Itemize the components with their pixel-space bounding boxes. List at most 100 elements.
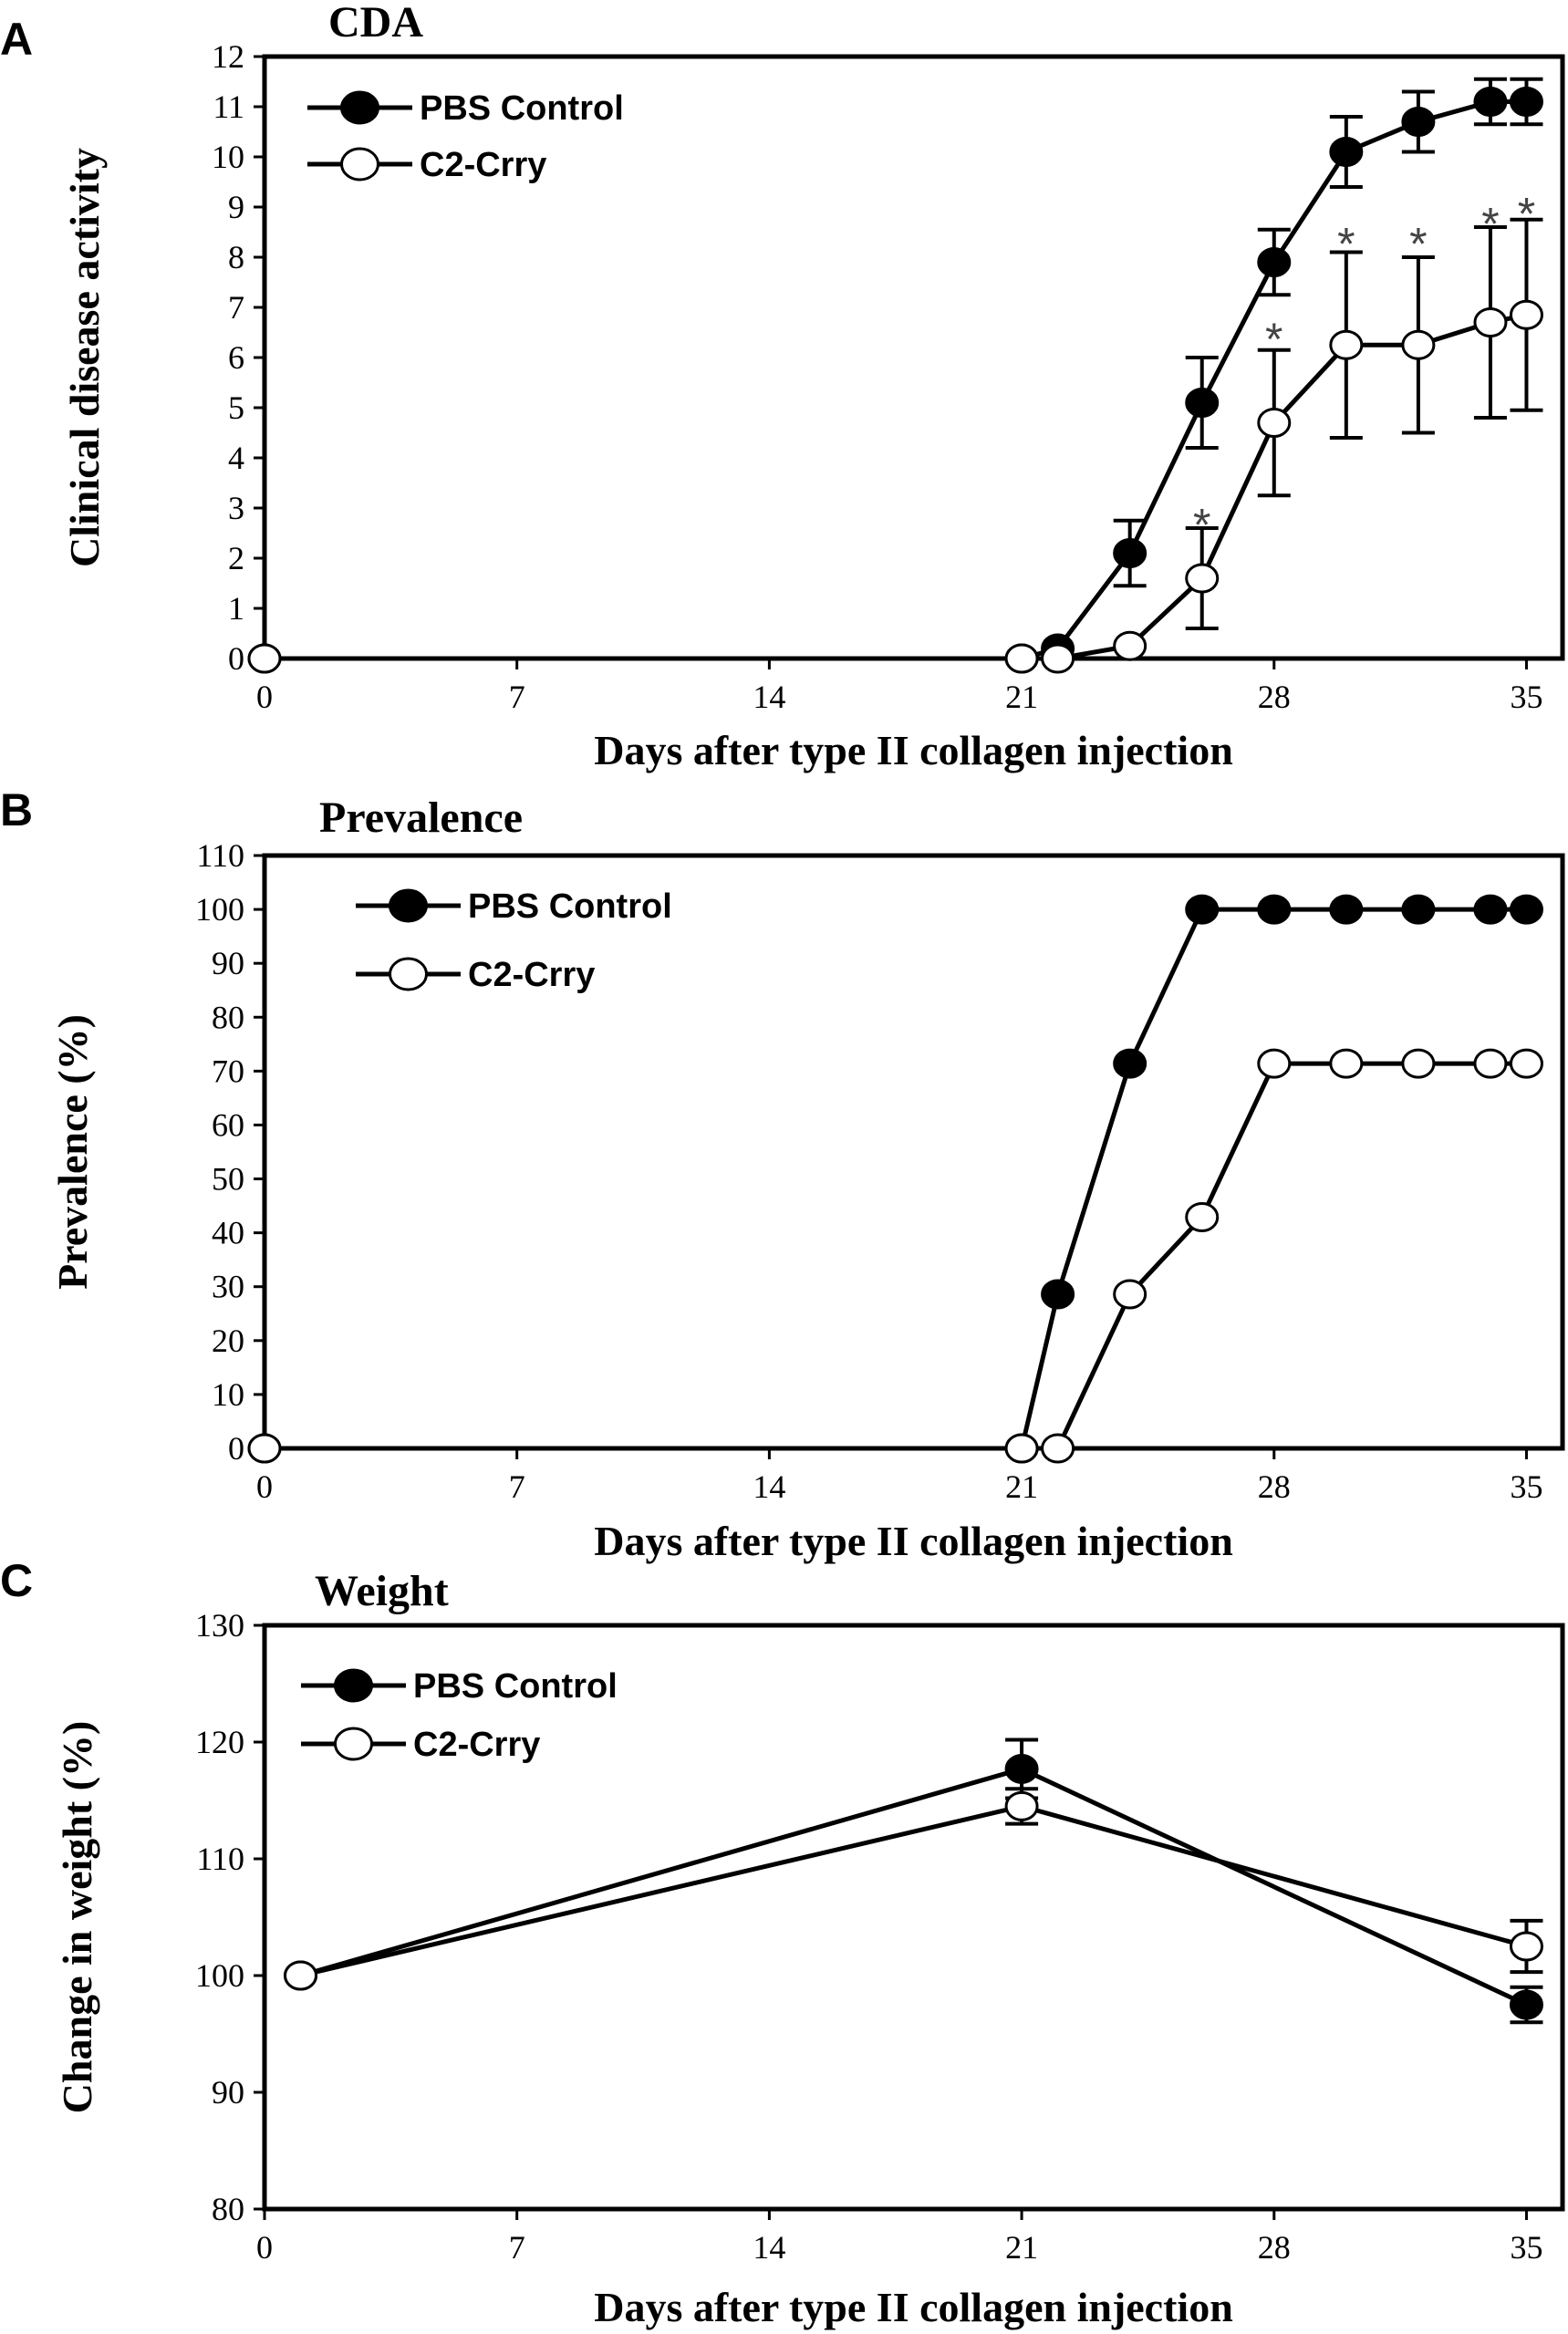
data-point — [1113, 1048, 1147, 1079]
x-tick-label: 7 — [509, 1468, 525, 1505]
x-tick-label: 21 — [1005, 679, 1038, 715]
x-tick-label: 28 — [1258, 2229, 1291, 2266]
y-axis-label: Change in weight (%) — [54, 1721, 100, 2114]
legend-label: PBS Control — [468, 887, 672, 926]
data-point — [1329, 137, 1364, 167]
data-point — [1004, 1433, 1039, 1464]
y-tick-label: 110 — [196, 837, 244, 874]
legend-marker — [334, 1727, 373, 1761]
y-tick-label: 110 — [196, 1841, 244, 1877]
data-point — [1185, 563, 1220, 594]
y-tick-label: 90 — [212, 2074, 244, 2111]
y-tick-label: 30 — [212, 1269, 244, 1305]
legend-label: C2-Crry — [413, 1726, 540, 1764]
significance-star: * — [1193, 500, 1210, 551]
data-point — [1509, 87, 1543, 117]
y-tick-label: 120 — [195, 1724, 244, 1760]
y-tick-label: 80 — [212, 999, 244, 1035]
significance-star: * — [1337, 219, 1355, 270]
y-tick-label: 0 — [228, 1430, 244, 1467]
y-tick-label: 50 — [212, 1161, 244, 1198]
panel-title: Prevalence — [319, 794, 523, 842]
data-point — [1473, 87, 1508, 117]
data-point — [1257, 408, 1292, 438]
y-tick-label: 20 — [212, 1323, 244, 1359]
data-point — [1041, 643, 1075, 674]
x-tick-label: 28 — [1258, 679, 1291, 715]
y-tick-label: 3 — [228, 490, 244, 526]
data-point — [1004, 1790, 1039, 1821]
data-point — [1473, 894, 1508, 925]
legend-label: PBS Control — [413, 1667, 618, 1706]
panel-title: Weight — [315, 1567, 449, 1615]
legend-label: C2-Crry — [420, 146, 546, 184]
y-tick-label: 5 — [228, 389, 244, 426]
data-point — [1509, 1989, 1543, 2020]
data-point — [1185, 894, 1220, 925]
data-point — [1257, 1048, 1292, 1079]
x-axis-label: Days after type II collagen injection — [594, 1518, 1233, 1564]
y-tick-label: 90 — [212, 945, 244, 981]
x-tick-label: 0 — [256, 679, 273, 715]
y-tick-label: 11 — [213, 88, 244, 125]
y-tick-label: 4 — [228, 440, 244, 476]
data-point — [1329, 329, 1364, 360]
y-tick-label: 60 — [212, 1106, 244, 1143]
series-line — [265, 312, 1527, 661]
data-point — [1473, 307, 1508, 337]
data-point — [1113, 630, 1147, 661]
data-point — [1401, 894, 1436, 925]
x-tick-label: 14 — [753, 1468, 785, 1505]
data-point — [247, 643, 282, 674]
y-tick-label: 7 — [228, 289, 244, 326]
data-point — [1185, 388, 1220, 418]
y-tick-label: 6 — [228, 339, 244, 376]
series-c2-crry — [247, 1048, 1543, 1464]
significance-star: * — [1265, 314, 1282, 365]
data-point — [1257, 247, 1292, 277]
x-axis-label: Days after type II collagen injection — [594, 727, 1233, 773]
x-tick-label: 35 — [1510, 1468, 1542, 1505]
data-point — [1509, 1931, 1543, 1962]
series-line — [299, 1803, 1528, 1978]
x-tick-label: 0 — [256, 1468, 273, 1505]
data-point — [1509, 894, 1543, 925]
y-tick-label: 8 — [228, 239, 244, 275]
y-tick-label: 9 — [228, 189, 244, 225]
data-point — [1041, 1279, 1075, 1310]
data-point — [1509, 299, 1543, 330]
panel-c: C Weight 80 90 100 110 120 130 0 7 14 21 28 35 Days af… — [0, 1555, 1565, 2330]
legend-label: PBS Control — [420, 89, 624, 128]
panel-letter: C — [0, 1555, 33, 1606]
panel-letter: A — [0, 14, 33, 65]
x-tick-label: 7 — [509, 679, 525, 715]
series-pbs-control — [247, 894, 1543, 1464]
data-point — [284, 1960, 318, 1991]
panel-letter: B — [0, 784, 33, 835]
legend-marker — [389, 888, 428, 923]
series-line — [299, 1766, 1528, 2007]
data-point — [1185, 1202, 1220, 1232]
data-point — [1329, 1048, 1364, 1079]
data-point — [247, 1433, 282, 1464]
plot-frame — [262, 1623, 1565, 2212]
series-line — [265, 907, 1527, 1451]
series-line — [265, 1061, 1527, 1451]
panel-title: CDA — [328, 0, 423, 47]
series-pbs-control — [284, 1738, 1543, 2025]
y-tick-label: 40 — [212, 1215, 244, 1251]
x-tick-label: 14 — [753, 679, 785, 715]
data-point — [1004, 643, 1039, 674]
y-axis-label: Clinical disease activity — [61, 148, 108, 567]
y-tick-label: 80 — [212, 2191, 244, 2227]
series-c2-crry — [284, 1787, 1543, 1991]
x-tick-label: 21 — [1005, 2229, 1038, 2266]
x-tick-label: 21 — [1005, 1468, 1038, 1505]
y-tick-label: 100 — [195, 891, 244, 928]
plot-frame — [262, 853, 1565, 1451]
x-axis-label: Days after type II collagen injection — [594, 2284, 1233, 2330]
legend-label: C2-Crry — [468, 956, 595, 994]
y-tick-label: 2 — [228, 540, 244, 576]
